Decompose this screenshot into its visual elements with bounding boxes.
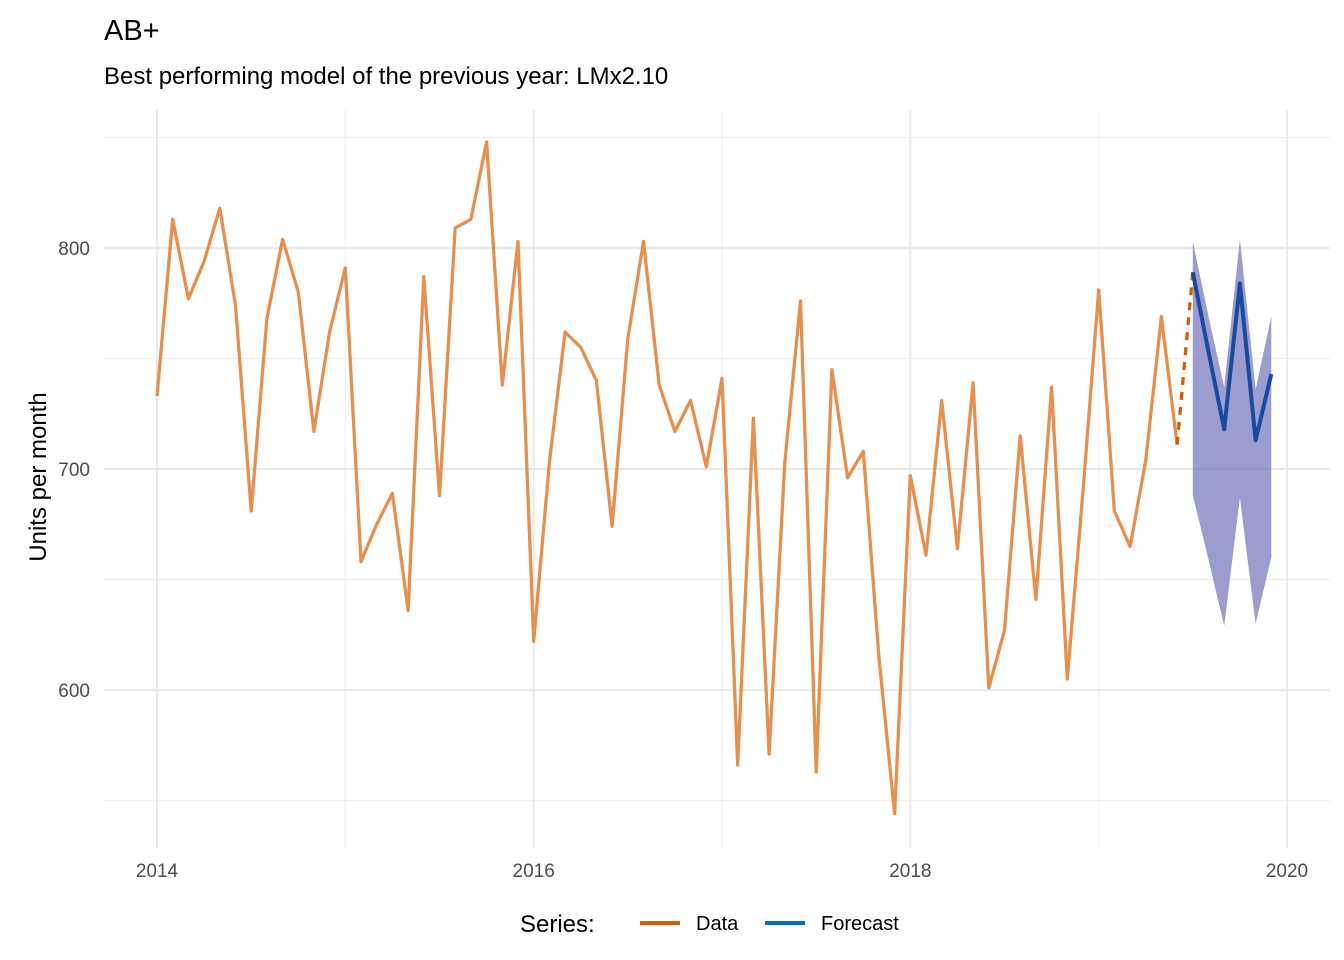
grid bbox=[104, 110, 1330, 848]
y-tick-label: 800 bbox=[58, 239, 90, 260]
legend: Series: Data Forecast bbox=[520, 911, 899, 938]
chart-title: AB+ bbox=[104, 15, 160, 47]
y-tick-label: 700 bbox=[58, 460, 90, 481]
legend-title: Series: bbox=[520, 911, 595, 938]
y-tick-label: 600 bbox=[58, 681, 90, 702]
legend-label-data: Data bbox=[696, 913, 739, 935]
series-lines bbox=[155, 140, 1274, 816]
chart-subtitle: Best performing model of the previous ye… bbox=[104, 63, 668, 90]
x-tick-label: 2016 bbox=[513, 861, 555, 882]
axes: 600 700 800 2014 2016 2018 2020 bbox=[58, 239, 1308, 882]
data-series-line bbox=[155, 140, 1179, 816]
forecast-interval-area bbox=[1192, 239, 1272, 626]
legend-label-forecast: Forecast bbox=[821, 913, 899, 935]
x-tick-label: 2020 bbox=[1266, 861, 1308, 882]
y-axis-label: Units per month bbox=[25, 392, 52, 561]
x-tick-label: 2018 bbox=[889, 861, 931, 882]
forecast-interval-band bbox=[1192, 239, 1272, 626]
x-tick-label: 2014 bbox=[136, 861, 179, 882]
forecast-series-line bbox=[1190, 271, 1274, 443]
